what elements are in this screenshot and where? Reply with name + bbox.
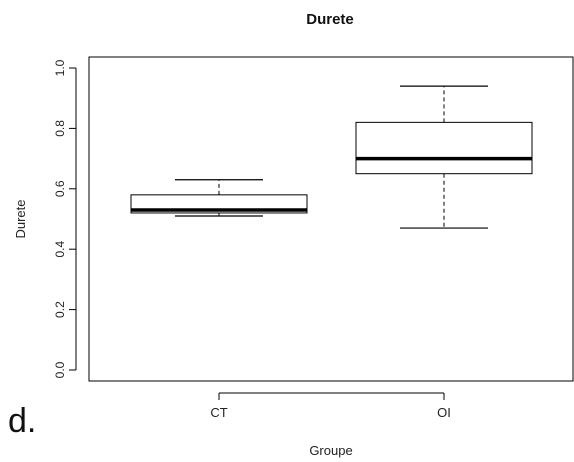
y-axis-label: Durete	[13, 199, 28, 238]
x-axis: CT OI	[210, 392, 451, 420]
box-ct	[130, 179, 308, 217]
chart-title: Durete	[306, 11, 354, 28]
iqr-box	[355, 121, 533, 175]
y-tick-label: 0.6	[53, 180, 67, 197]
y-tick-label: 0.0	[53, 361, 67, 378]
x-axis-label: Groupe	[309, 443, 352, 458]
box-oi	[355, 85, 533, 229]
y-axis: 0.0 0.2 0.4 0.6 0.8 1.0	[53, 59, 77, 378]
y-tick-label: 1.0	[53, 59, 67, 76]
y-tick-label: 0.4	[53, 241, 67, 258]
x-tick-label: OI	[437, 405, 451, 420]
plot-frame	[88, 56, 574, 382]
x-tick-label: CT	[210, 405, 227, 420]
y-tick-label: 0.8	[53, 120, 67, 137]
y-tick-label: 0.2	[53, 301, 67, 318]
panel-label: d.	[8, 402, 37, 440]
boxes	[130, 85, 533, 229]
